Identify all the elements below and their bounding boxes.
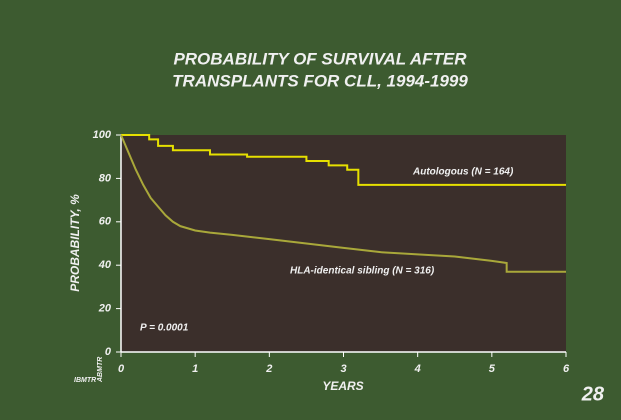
y-tick-label: 20 [98,303,112,315]
x-tick-label: 0 [118,363,125,375]
annotation: P = 0.0001 [140,323,189,334]
x-tick-label: 3 [340,363,346,375]
y-tick-label: 60 [99,216,112,228]
slide-number: 28 [581,383,605,405]
series-label: HLA-identical sibling (N = 316) [290,266,435,277]
x-tick-label: 6 [563,363,570,375]
x-axis-label: YEARS [322,379,363,393]
logo-text: ABMTR [97,357,104,383]
x-tick-label: 4 [414,363,421,375]
x-tick-label: 2 [265,363,272,375]
survival-curve [121,134,566,186]
logo-text: IBMTR [74,377,96,384]
x-tick-label: 5 [489,363,496,375]
series-label: Autologous (N = 164) [412,167,514,178]
y-tick-label: 100 [93,129,112,141]
survival-curve [120,134,566,273]
y-tick-label: 80 [99,172,112,184]
chart-title: TRANSPLANTS FOR CLL, 1994-1999 [172,71,468,90]
x-tick-label: 1 [192,363,198,375]
y-axis-label: PROBABILITY, % [68,194,82,292]
chart-title: PROBABILITY OF SURVIVAL AFTER [173,49,467,68]
plot-area [121,135,566,352]
y-tick-label: 40 [98,259,112,271]
y-tick-label: 0 [105,346,112,358]
